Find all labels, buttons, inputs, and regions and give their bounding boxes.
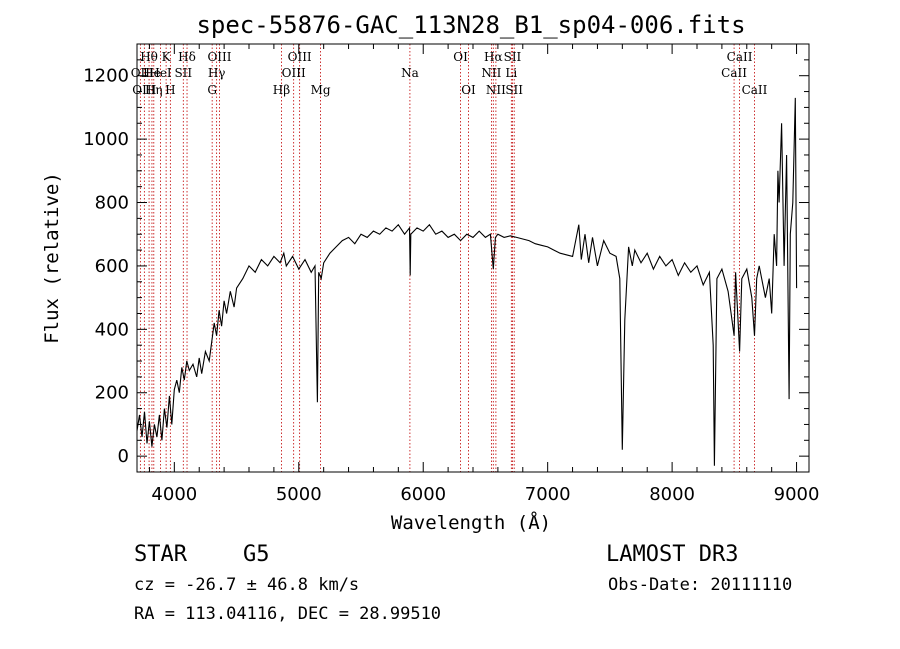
redshift-value: cz = -26.7 ± 46.8 km/s: [134, 575, 359, 595]
spectral-line-label: OIII: [288, 50, 312, 64]
spectral-line-label: SII: [504, 50, 522, 64]
y-axis-ticks: 0 200 400 600 800 1000 1200: [83, 43, 809, 467]
spectral-line-label: SII: [505, 83, 523, 97]
spectral-line-label: Na: [401, 66, 419, 80]
x-tick-label: 5000: [276, 484, 322, 505]
y-tick-label: 0: [118, 446, 129, 467]
y-tick-label: 400: [95, 319, 129, 340]
spectral-line-label: CaII: [727, 50, 753, 64]
spectral-line-label: SII: [174, 66, 192, 80]
spectral-line-label: Hγ: [208, 66, 226, 80]
y-tick-label: 1200: [83, 66, 129, 87]
spectral-line-label: OIII: [282, 66, 306, 80]
chart-title: spec-55876-GAC_113N28_B1_sp04-006.fits: [196, 11, 745, 39]
spectrum-line: [136, 97, 798, 466]
x-tick-label: 9000: [774, 484, 820, 505]
spectral-line-labels: Hθ OII OIII He Hη K HeI H SII Hδ OIII Hγ G Hβ OIII OIII…: [131, 50, 768, 97]
spectral-line-label: OII: [131, 66, 151, 80]
x-axis-ticks: 4000 5000 6000 7000 8000 9000: [148, 44, 820, 505]
x-tick-label: 4000: [151, 484, 197, 505]
spectral-line-label: Hα: [484, 50, 503, 64]
spectral-line-label: Hδ: [178, 50, 196, 64]
spectral-line-label: G: [207, 83, 217, 97]
spectrum-series: [136, 97, 798, 466]
y-tick-label: 800: [95, 193, 129, 214]
spectral-line-label: OI: [461, 83, 476, 97]
spectral-line-label: OIII: [207, 50, 231, 64]
spectral-line-label: He: [143, 66, 161, 80]
x-tick-label: 8000: [649, 484, 695, 505]
spectral-line-label: HeI: [149, 66, 172, 80]
spectral-line-label: Mg: [311, 83, 331, 97]
survey-name: LAMOST DR3: [606, 542, 738, 567]
coordinates: RA = 113.04116, DEC = 28.99510: [134, 604, 441, 624]
x-tick-label: 7000: [525, 484, 571, 505]
y-tick-label: 600: [95, 256, 129, 277]
x-axis-label: Wavelength (Å): [391, 511, 551, 534]
spectral-line-label: Hθ: [140, 50, 158, 64]
spectral-line-label: CaII: [742, 83, 768, 97]
spectral-line-label: NII: [481, 66, 501, 80]
object-class: STAR: [134, 542, 188, 567]
y-axis-label: Flux (relative): [41, 172, 63, 344]
spectral-line-label: H: [165, 83, 175, 97]
spectral-line-label: Li: [505, 66, 517, 80]
spectral-line-markers: [139, 44, 755, 472]
spectral-line-label: CaII: [721, 66, 747, 80]
spectral-line-label: Hη: [145, 83, 163, 97]
spectral-line-label: OIII: [132, 83, 156, 97]
spectral-line-label: K: [162, 50, 172, 64]
obs-date: Obs-Date: 20111110: [608, 575, 792, 595]
spectral-line-label: NII: [486, 83, 506, 97]
y-tick-label: 200: [95, 383, 129, 404]
spectral-line-label: OI: [453, 50, 468, 64]
y-tick-label: 1000: [83, 129, 129, 150]
x-tick-label: 6000: [400, 484, 446, 505]
spectral-line-label: Hβ: [273, 83, 290, 97]
object-subclass: G5: [243, 542, 270, 567]
plot-frame: [136, 43, 810, 473]
